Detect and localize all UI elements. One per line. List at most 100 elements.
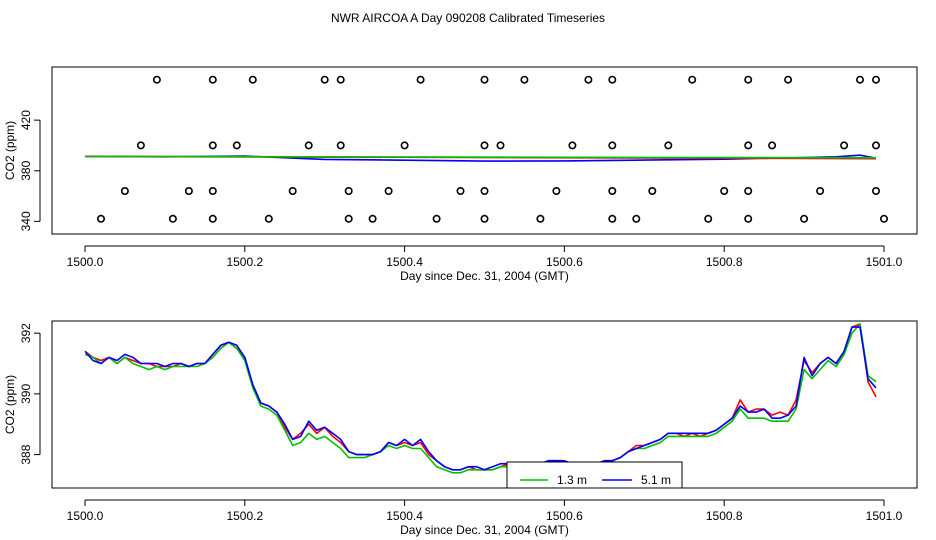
scatter-point [184, 187, 193, 196]
scatter-point [304, 141, 313, 150]
scatter-point [744, 214, 753, 223]
legend-box [506, 461, 683, 489]
scatter-point [208, 141, 217, 150]
scatter-point [264, 214, 273, 223]
x-tick-label: 1500.4 [386, 509, 423, 523]
scatter-point [208, 214, 217, 223]
scatter-point [480, 214, 489, 223]
scatter-point [208, 187, 217, 196]
scatter-point [496, 141, 505, 150]
scatter-point [608, 214, 617, 223]
scatter-point [608, 141, 617, 150]
scatter-point [816, 187, 825, 196]
scatter-point [584, 75, 593, 84]
x-tick-label: 1501.0 [866, 255, 903, 269]
top-chart: 1500.0 1500.2 1500.4 1500.6 1500.8 1501.0 340 3… [3, 66, 918, 283]
scatter-point [416, 75, 425, 84]
y-tick-label: 340 [19, 211, 33, 231]
top-x-axis-label: Day since Dec. 31, 2004 (GMT) [400, 269, 569, 283]
top-plot-frame [51, 66, 918, 235]
scatter-point [288, 187, 297, 196]
scatter-point [648, 187, 657, 196]
scatter-point [552, 187, 561, 196]
bottom-chart: 1500.0 1500.2 1500.4 1500.6 1500.8 1501.0 388 3… [3, 320, 918, 537]
scatter-point [208, 75, 217, 84]
scatter-point [664, 141, 673, 150]
y-tick-label: 390 [19, 384, 33, 404]
bottom-plot-frame [51, 320, 918, 489]
scatter-point [432, 214, 441, 223]
scatter-point [871, 75, 880, 84]
scatter-point [320, 75, 329, 84]
scatter-point [480, 141, 489, 150]
scatter-point [632, 214, 641, 223]
x-tick-label: 1500.0 [67, 509, 104, 523]
series-line-green [84, 155, 877, 159]
scatter-point [520, 75, 529, 84]
x-tick-label: 1500.8 [706, 255, 743, 269]
scatter-point [720, 187, 729, 196]
scatter-point [688, 75, 697, 84]
scatter-point [879, 214, 888, 223]
bottom-x-axis-label: Day since Dec. 31, 2004 (GMT) [400, 523, 569, 537]
scatter-point [568, 141, 577, 150]
scatter-point [456, 187, 465, 196]
scatter-point [744, 187, 753, 196]
series-line-green [84, 323, 877, 474]
scatter-point [744, 141, 753, 150]
scatter-point [784, 75, 793, 84]
scatter-point [232, 141, 241, 150]
scatter-point [704, 214, 713, 223]
legend: 1.3 m 5.1 m [506, 461, 683, 489]
scatter-point [608, 187, 617, 196]
x-tick-label: 1500.2 [226, 509, 263, 523]
scatter-point [608, 75, 617, 84]
scatter-point [400, 141, 409, 150]
scatter-point [336, 141, 345, 150]
top-points-layer [97, 75, 888, 223]
x-tick-label: 1500.4 [386, 255, 423, 269]
scatter-point [136, 141, 145, 150]
top-series-layer [84, 154, 877, 162]
legend-label-1-3m: 1.3 m [557, 473, 587, 487]
scatter-point [800, 214, 809, 223]
scatter-point [871, 187, 880, 196]
scatter-point [248, 75, 257, 84]
scatter-point [855, 75, 864, 84]
scatter-point [384, 187, 393, 196]
scatter-point [480, 187, 489, 196]
scatter-point [768, 141, 777, 150]
x-tick-label: 1500.0 [67, 255, 104, 269]
x-tick-label: 1500.8 [706, 509, 743, 523]
y-tick-label: 420 [19, 110, 33, 130]
scatter-point [871, 141, 880, 150]
series-line-blue [84, 326, 877, 471]
x-tick-label: 1500.6 [546, 255, 583, 269]
scatter-point [368, 214, 377, 223]
y-tick-label: 380 [19, 160, 33, 180]
scatter-point [120, 187, 129, 196]
x-tick-label: 1500.6 [546, 509, 583, 523]
scatter-point [480, 75, 489, 84]
top-axes: 1500.0 1500.2 1500.4 1500.6 1500.8 1501.0 340 3… [19, 110, 903, 269]
scatter-point [744, 75, 753, 84]
scatter-point [344, 187, 353, 196]
scatter-point [168, 214, 177, 223]
scatter-point [536, 214, 545, 223]
scatter-point [152, 75, 161, 84]
series-line-red [84, 323, 877, 471]
y-tick-label: 392 [19, 323, 33, 343]
scatter-point [97, 214, 106, 223]
x-tick-label: 1500.2 [226, 255, 263, 269]
y-tick-label: 388 [19, 444, 33, 464]
scatter-point [336, 75, 345, 84]
bottom-series-layer [84, 323, 877, 474]
bottom-y-axis-label: CO2 (ppm) [3, 375, 17, 434]
top-y-axis-label: CO2 (ppm) [3, 121, 17, 180]
scatter-point [840, 141, 849, 150]
x-tick-label: 1501.0 [866, 509, 903, 523]
scatter-point [344, 214, 353, 223]
legend-label-5-1m: 5.1 m [641, 473, 671, 487]
bottom-axes: 1500.0 1500.2 1500.4 1500.6 1500.8 1501.0 388 3… [19, 323, 903, 523]
